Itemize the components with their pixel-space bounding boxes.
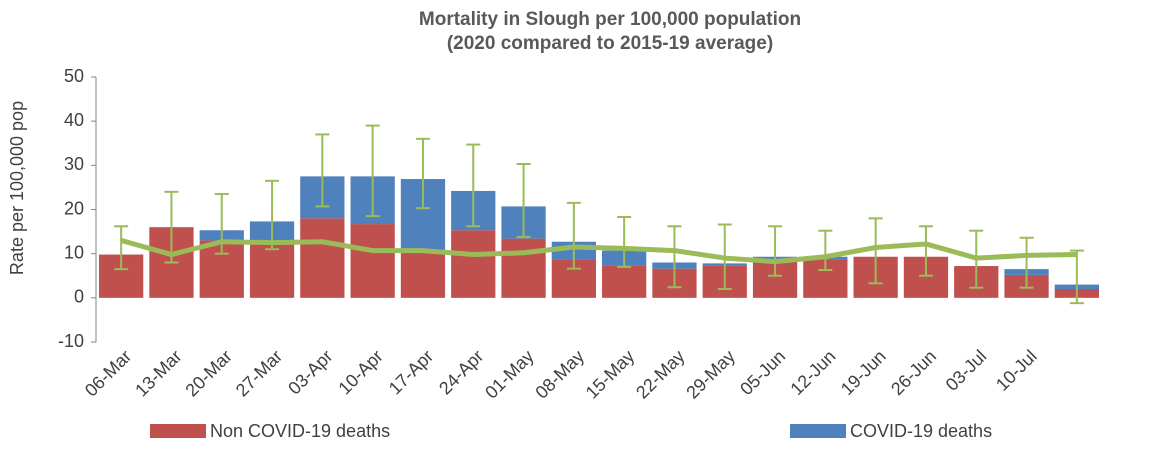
error-bar: [114, 225, 129, 271]
x-tick-label: 08-May: [531, 346, 588, 403]
legend-swatch: [150, 424, 206, 438]
x-tick-label: 13-Mar: [131, 346, 185, 400]
x-tick-label: 19-Jun: [837, 346, 890, 399]
bar: [350, 224, 395, 298]
bar: [451, 230, 496, 298]
bar: [300, 218, 345, 298]
error-bar: [164, 190, 179, 264]
x-tick-label: 01-May: [481, 346, 538, 403]
y-tick-label: 20: [64, 198, 84, 218]
y-tick-label: 0: [74, 287, 84, 307]
error-bar: [717, 223, 732, 290]
x-tick-label: 27-Mar: [232, 346, 286, 400]
x-tick-label: 03-Apr: [284, 346, 336, 398]
x-tick-label: 03-Jul: [942, 346, 991, 395]
error-bar: [1019, 236, 1034, 289]
error-bar: [466, 143, 481, 228]
error-bar: [1069, 249, 1084, 305]
x-tick-label: 24-Apr: [435, 346, 487, 398]
bar: [501, 238, 546, 298]
error-bar: [868, 217, 883, 285]
y-tick-label: 30: [64, 154, 84, 174]
y-tick-label: 10: [64, 242, 84, 262]
error-bar: [315, 133, 330, 208]
x-tick-label: 29-May: [682, 346, 739, 403]
x-tick-label: 22-May: [632, 346, 689, 403]
error-bar: [566, 201, 581, 270]
y-axis-label: Rate per 100,000 pop: [7, 101, 27, 275]
bar: [249, 241, 295, 298]
error-bar: [214, 193, 229, 255]
x-tick-label: 10-Jul: [992, 346, 1041, 395]
x-tick-label: 12-Jun: [786, 346, 839, 399]
error-bar: [818, 229, 833, 272]
legend-label: Non COVID-19 deaths: [210, 421, 390, 441]
chart-title: Mortality in Slough per 100,000 populati…: [419, 9, 801, 30]
error-bar: [265, 179, 280, 251]
x-tick-label: 15-May: [582, 346, 639, 403]
x-tick-label: 10-Apr: [334, 346, 386, 398]
x-tick-label: 05-Jun: [736, 346, 789, 399]
error-bar: [667, 225, 682, 289]
legend-swatch: [790, 424, 846, 438]
y-tick-label: -10: [58, 331, 84, 351]
error-bar: [415, 137, 430, 210]
chart-subtitle: (2020 compared to 2015-19 average): [447, 33, 773, 54]
x-tick-label: 20-Mar: [181, 346, 235, 400]
bar: [400, 249, 446, 298]
error-bar: [768, 225, 783, 277]
error-bar: [918, 225, 933, 277]
error-bar: [516, 163, 531, 238]
error-bar: [365, 124, 380, 218]
x-tick-label: 06-Mar: [81, 346, 135, 400]
x-tick-label: 17-Apr: [385, 346, 437, 398]
error-bar: [617, 216, 632, 268]
line: [120, 238, 1077, 265]
error-bar: [969, 229, 984, 289]
legend-label: COVID-19 deaths: [850, 421, 992, 441]
y-tick-label: 40: [64, 110, 84, 130]
y-tick-label: 50: [64, 66, 84, 86]
bar: [602, 265, 647, 298]
x-tick-label: 26-Jun: [887, 346, 940, 399]
